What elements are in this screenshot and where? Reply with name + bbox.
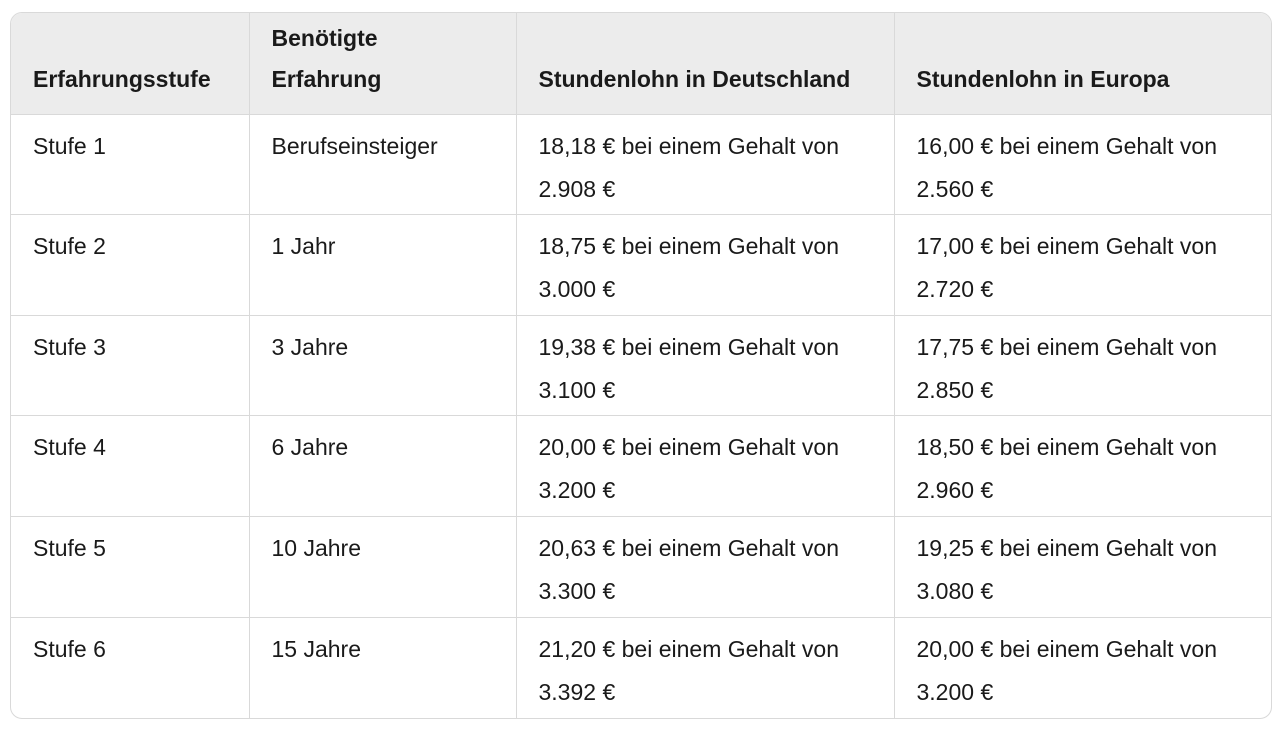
- cell-experience: 15 Jahre: [249, 617, 517, 718]
- cell-level: Stufe 3: [11, 315, 250, 417]
- cell-wage-germany: 21,20 € bei einem Gehalt von 3.392 €: [516, 617, 895, 718]
- cell-wage-europe: 16,00 € bei einem Gehalt von 2.560 €: [894, 114, 1271, 216]
- salary-table: Erfahrungsstufe Benötigte Erfahrung Stun…: [11, 13, 1271, 718]
- cell-wage-germany: 18,18 € bei einem Gehalt von 2.908 €: [516, 114, 895, 216]
- table-row: Stufe 6 15 Jahre 21,20 € bei einem Gehal…: [11, 617, 1271, 718]
- salary-table-container: Erfahrungsstufe Benötigte Erfahrung Stun…: [10, 12, 1272, 719]
- cell-wage-germany: 20,63 € bei einem Gehalt von 3.300 €: [516, 516, 895, 618]
- cell-level: Stufe 5: [11, 516, 250, 618]
- cell-wage-europe: 19,25 € bei einem Gehalt von 3.080 €: [894, 516, 1271, 618]
- cell-experience: 1 Jahr: [249, 214, 517, 316]
- table-row: Stufe 5 10 Jahre 20,63 € bei einem Gehal…: [11, 516, 1271, 618]
- cell-wage-germany: 18,75 € bei einem Gehalt von 3.000 €: [516, 214, 895, 316]
- column-header-hourly-wage-germany: Stundenlohn in Deutschland: [516, 13, 895, 115]
- cell-wage-europe: 17,00 € bei einem Gehalt von 2.720 €: [894, 214, 1271, 316]
- cell-wage-europe: 17,75 € bei einem Gehalt von 2.850 €: [894, 315, 1271, 417]
- column-header-hourly-wage-europe: Stundenlohn in Europa: [894, 13, 1271, 115]
- cell-level: Stufe 4: [11, 415, 250, 518]
- cell-wage-germany: 19,38 € bei einem Gehalt von 3.100 €: [516, 315, 895, 417]
- table-row: Stufe 1 Berufseinsteiger 18,18 € bei ein…: [11, 114, 1271, 216]
- cell-wage-europe: 18,50 € bei einem Gehalt von 2.960 €: [894, 415, 1271, 518]
- cell-wage-germany: 20,00 € bei einem Gehalt von 3.200 €: [516, 415, 895, 518]
- cell-level: Stufe 2: [11, 214, 250, 316]
- table-row: Stufe 2 1 Jahr 18,75 € bei einem Gehalt …: [11, 214, 1271, 316]
- column-header-experience-level: Erfahrungsstufe: [11, 13, 250, 115]
- table-row: Stufe 4 6 Jahre 20,00 € bei einem Gehalt…: [11, 415, 1271, 518]
- cell-experience: 10 Jahre: [249, 516, 517, 618]
- table-header-row: Erfahrungsstufe Benötigte Erfahrung Stun…: [11, 13, 1271, 115]
- column-header-required-experience: Benötigte Erfahrung: [249, 13, 517, 115]
- table-row: Stufe 3 3 Jahre 19,38 € bei einem Gehalt…: [11, 315, 1271, 417]
- cell-experience: 3 Jahre: [249, 315, 517, 417]
- cell-level: Stufe 6: [11, 617, 250, 718]
- cell-experience: 6 Jahre: [249, 415, 517, 518]
- cell-level: Stufe 1: [11, 114, 250, 216]
- cell-experience: Berufseinsteiger: [249, 114, 517, 216]
- cell-wage-europe: 20,00 € bei einem Gehalt von 3.200 €: [916, 635, 1217, 705]
